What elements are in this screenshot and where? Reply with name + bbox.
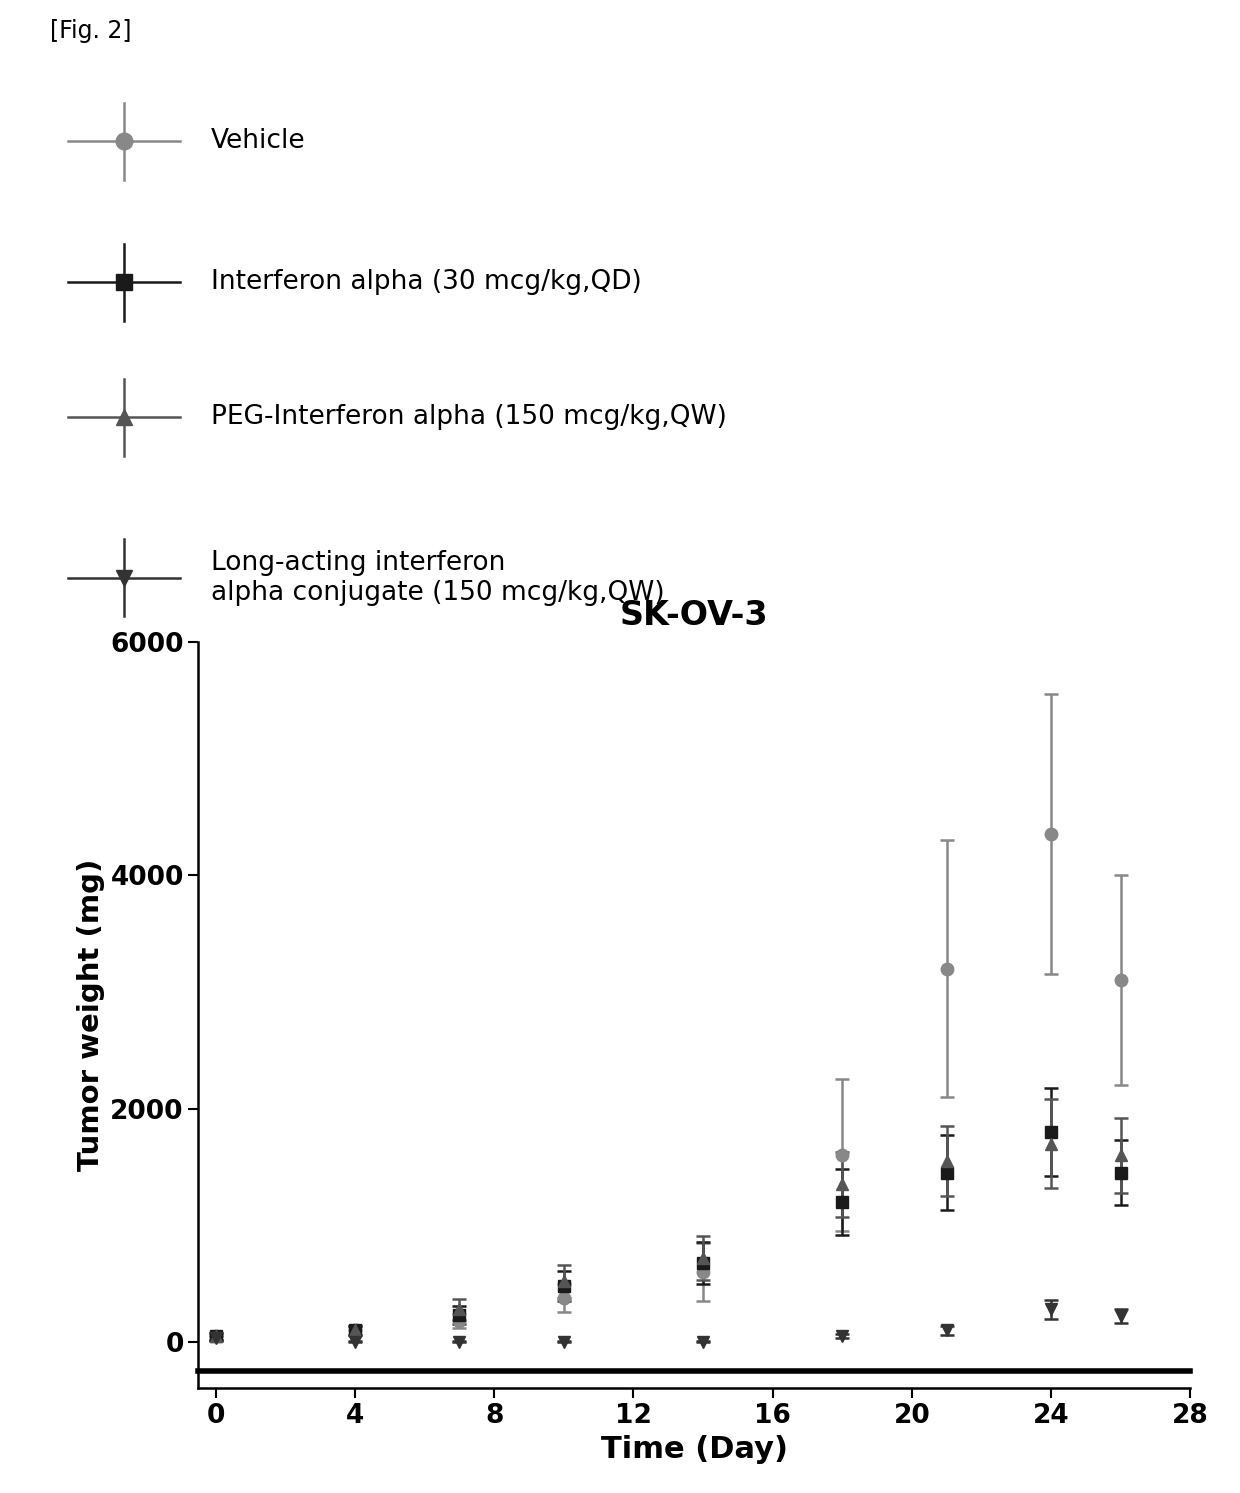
Text: PEG-Interferon alpha (150 mcg/kg,QW): PEG-Interferon alpha (150 mcg/kg,QW) [211,405,727,430]
Y-axis label: Tumor weight (mg): Tumor weight (mg) [77,858,104,1172]
Title: SK-OV-3: SK-OV-3 [620,599,769,633]
Text: Long-acting interferon
alpha conjugate (150 mcg/kg,QW): Long-acting interferon alpha conjugate (… [211,549,665,606]
Text: Vehicle: Vehicle [211,128,305,154]
X-axis label: Time (Day): Time (Day) [601,1435,787,1463]
Text: [Fig. 2]: [Fig. 2] [50,19,131,43]
Text: Interferon alpha (30 mcg/kg,QD): Interferon alpha (30 mcg/kg,QD) [211,269,641,296]
